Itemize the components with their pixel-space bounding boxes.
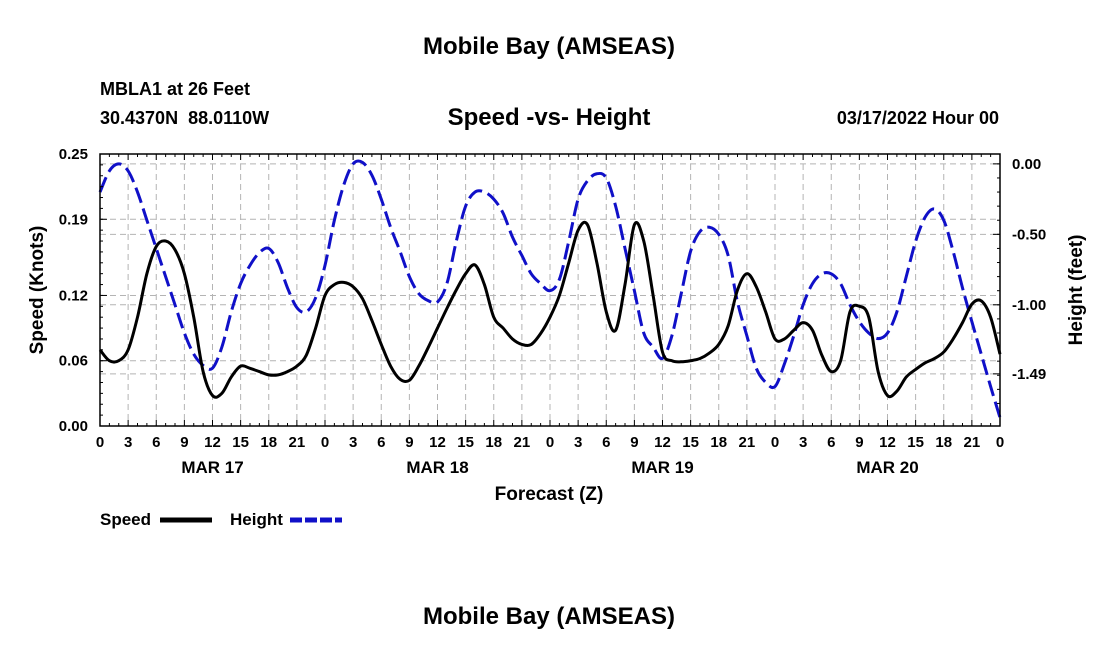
x-tick-label: 18 <box>935 434 952 451</box>
x-tick-label: 15 <box>457 434 474 451</box>
x-tick-label: 12 <box>429 434 446 451</box>
run-date: 03/17/2022 Hour 00 <box>837 108 999 128</box>
footer-title: Mobile Bay (AMSEAS) <box>423 603 675 630</box>
x-tick-label: 21 <box>289 434 306 451</box>
x-tick-label: 12 <box>654 434 671 451</box>
x-tick-label: 0 <box>321 434 329 451</box>
x-tick-label: 9 <box>180 434 188 451</box>
x-tick-label: 12 <box>879 434 896 451</box>
x-tick-label: 0 <box>546 434 554 451</box>
x-tick-label: 21 <box>514 434 531 451</box>
axes: 0 3 6 9 12 15 18 21 0 3 6 9 12 15 18 21 0 3 6 9 12 15 18 21 0 3 6 9… <box>59 146 1046 477</box>
y2-axis-label: Height (feet) <box>1066 235 1087 346</box>
y-tick-label: 0.12 <box>59 287 88 304</box>
legend: Speed Height <box>100 510 342 529</box>
series-line-speed <box>98 220 1002 399</box>
y-tick-label: 0.00 <box>59 418 88 435</box>
x-tick-label: 12 <box>204 434 221 451</box>
x-tick-label: 9 <box>405 434 413 451</box>
x-tick-label: 3 <box>124 434 132 451</box>
x-tick-label: 0 <box>771 434 779 451</box>
page-title: Mobile Bay (AMSEAS) <box>423 33 675 60</box>
date-label: MAR 17 <box>181 458 243 477</box>
y2-tick-label: 0.00 <box>1012 156 1041 173</box>
date-label: MAR 19 <box>631 458 693 477</box>
x-tick-label: 9 <box>630 434 638 451</box>
legend-height-label: Height <box>230 510 283 529</box>
legend-speed-label: Speed <box>100 510 151 529</box>
y2-tick-label: -1.49 <box>1012 366 1046 383</box>
chart-title: Speed -vs- Height <box>448 104 651 131</box>
x-tick-label: 3 <box>799 434 807 451</box>
x-tick-label: 18 <box>710 434 727 451</box>
x-tick-label: 15 <box>907 434 924 451</box>
x-tick-label: 6 <box>602 434 610 451</box>
x-tick-label: 6 <box>377 434 385 451</box>
x-tick-label: 18 <box>260 434 277 451</box>
x-tick-label: 21 <box>739 434 756 451</box>
x-axis-label: Forecast (Z) <box>495 484 604 505</box>
x-tick-label: 3 <box>349 434 357 451</box>
x-tick-label: 21 <box>964 434 981 451</box>
y2-tick-label: -1.00 <box>1012 297 1046 314</box>
x-tick-label: 15 <box>232 434 249 451</box>
x-tick-label: 6 <box>827 434 835 451</box>
date-label: MAR 20 <box>856 458 918 477</box>
x-tick-label: 18 <box>485 434 502 451</box>
y-tick-label: 0.19 <box>59 211 88 228</box>
y-tick-label: 0.06 <box>59 353 88 370</box>
x-tick-label: 0 <box>996 434 1004 451</box>
x-tick-label: 9 <box>855 434 863 451</box>
station-coords: 30.4370N 88.0110W <box>100 108 269 128</box>
x-tick-label: 15 <box>682 434 699 451</box>
y-tick-label: 0.25 <box>59 146 88 163</box>
series-line-height <box>98 159 1002 418</box>
series-group <box>98 159 1002 418</box>
x-tick-label: 3 <box>574 434 582 451</box>
date-label: MAR 18 <box>406 458 468 477</box>
x-tick-label: 6 <box>152 434 160 451</box>
station-label: MBLA1 at 26 Feet <box>100 79 250 99</box>
y-axis-label: Speed (Knots) <box>27 226 48 355</box>
x-tick-label: 0 <box>96 434 104 451</box>
y2-tick-label: -0.50 <box>1012 226 1046 243</box>
